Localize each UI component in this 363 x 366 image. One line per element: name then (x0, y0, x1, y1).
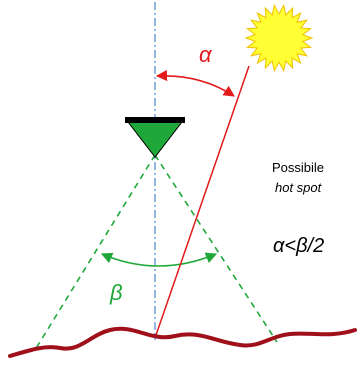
beta-label: β (109, 280, 123, 305)
note-line1: Possibile (272, 160, 324, 175)
sensor-top (125, 117, 185, 123)
alpha-arc (157, 76, 234, 96)
diagram: α β Possibile hot spot α<β/2 (0, 0, 363, 366)
sun-ray (155, 66, 249, 338)
view-edge-left (35, 155, 155, 350)
sun (246, 5, 312, 70)
note-line2: hot spot (275, 180, 323, 195)
condition: α<β/2 (273, 235, 324, 257)
view-edge-right (155, 155, 277, 342)
sensor (128, 122, 182, 157)
ground (10, 329, 355, 356)
alpha-label: α (199, 42, 213, 67)
beta-arc (102, 254, 216, 266)
